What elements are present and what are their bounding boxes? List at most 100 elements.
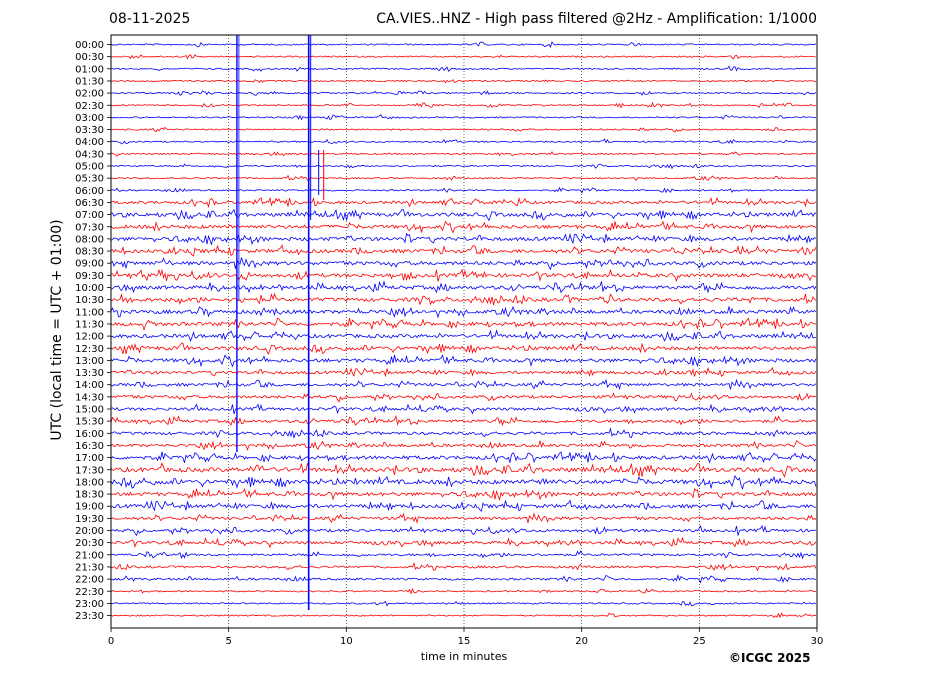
trace-1030	[110, 292, 817, 306]
trace-0030	[110, 53, 817, 60]
y-tick-label: 04:30	[75, 149, 104, 160]
trace-1330	[110, 366, 817, 378]
y-tick-label: 11:30	[75, 319, 104, 330]
trace-0230	[110, 101, 817, 109]
y-tick-label: 21:00	[75, 550, 104, 561]
trace-0530	[110, 174, 817, 182]
y-tick-label: 03:30	[75, 125, 104, 136]
x-tick-label: 0	[108, 636, 114, 647]
y-tick-label: 13:00	[75, 356, 104, 367]
trace-1830	[110, 487, 817, 501]
trace-0000	[110, 41, 817, 49]
trace-0830	[110, 244, 817, 257]
trace-1400	[110, 378, 817, 391]
trace-2030	[110, 536, 817, 549]
chart-date: 08-11-2025	[109, 11, 191, 27]
y-tick-label: 12:30	[75, 344, 104, 355]
trace-1100	[110, 305, 817, 319]
x-tick-label: 5	[225, 636, 231, 647]
trace-1900	[110, 499, 817, 512]
trace-0130	[110, 78, 817, 84]
y-tick-label: 05:00	[75, 162, 104, 173]
y-tick-label: 08:30	[75, 247, 104, 258]
trace-2230	[110, 587, 817, 595]
trace-2300	[110, 600, 817, 607]
y-tick-label: 01:30	[75, 76, 104, 87]
y-tick-label: 18:30	[75, 490, 104, 501]
y-tick-label: 19:30	[75, 514, 104, 525]
trace-1300	[110, 354, 817, 368]
y-tick-label: 08:00	[75, 234, 104, 245]
trace-0930	[110, 268, 817, 283]
y-tick-label: 12:00	[75, 332, 104, 343]
trace-1200	[110, 329, 817, 343]
x-tick-label: 10	[340, 636, 353, 647]
y-tick-label: 03:00	[75, 113, 104, 124]
trace-2200	[110, 574, 817, 584]
y-tick-label: 06:00	[75, 186, 104, 197]
y-tick-label: 18:00	[75, 477, 104, 488]
y-tick-label: 00:30	[75, 52, 104, 63]
y-tick-label: 21:30	[75, 562, 104, 573]
x-tick-label: 25	[693, 636, 706, 647]
x-axis-label: time in minutes	[420, 650, 508, 663]
trace-2330	[110, 612, 817, 619]
y-tick-label: 09:30	[75, 271, 104, 282]
x-tick-label: 30	[811, 636, 824, 647]
y-tick-label: 23:00	[75, 599, 104, 610]
trace-1800	[110, 474, 817, 491]
trace-1130	[110, 317, 817, 332]
y-tick-label: 15:30	[75, 417, 104, 428]
trace-1630	[110, 439, 817, 452]
y-tick-label: 20:30	[75, 538, 104, 549]
y-tick-label: 20:00	[75, 526, 104, 537]
trace-1230	[110, 342, 817, 356]
x-tick-label: 15	[458, 636, 471, 647]
y-tick-label: 06:30	[75, 198, 104, 209]
trace-0400	[110, 138, 817, 145]
y-tick-label: 19:00	[75, 502, 104, 513]
y-tick-label: 11:00	[75, 307, 104, 318]
y-tick-label: 22:30	[75, 587, 104, 598]
trace-0430	[110, 151, 817, 157]
chart-title: CA.VIES..HNZ - High pass filtered @2Hz -…	[376, 11, 817, 27]
y-tick-label: 10:00	[75, 283, 104, 294]
trace-0300	[110, 114, 817, 121]
trace-1000	[110, 280, 817, 294]
y-tick-label: 16:00	[75, 429, 104, 440]
trace-2100	[110, 550, 817, 560]
trace-1730	[110, 462, 817, 478]
trace-1500	[110, 403, 817, 415]
x-tick-label: 20	[575, 636, 588, 647]
y-tick-label: 14:30	[75, 392, 104, 403]
trace-0700	[110, 208, 817, 222]
y-tick-label: 02:00	[75, 89, 104, 100]
y-tick-label: 23:30	[75, 611, 104, 622]
copyright-notice: ©ICGC 2025	[729, 651, 811, 665]
trace-0330	[110, 126, 817, 133]
y-tick-label: 05:30	[75, 174, 104, 185]
y-tick-label: 07:00	[75, 210, 104, 221]
trace-1930	[110, 512, 817, 524]
y-tick-label: 07:30	[75, 222, 104, 233]
trace-1700	[110, 451, 817, 464]
trace-1430	[110, 392, 817, 403]
trace-0500	[110, 163, 817, 170]
y-tick-label: 01:00	[75, 64, 104, 75]
trace-0100	[110, 65, 817, 72]
trace-0600	[110, 186, 817, 194]
y-tick-label: 22:00	[75, 575, 104, 586]
trace-2000	[110, 524, 817, 537]
y-tick-label: 17:30	[75, 465, 104, 476]
trace-0200	[110, 90, 817, 96]
y-tick-label: 17:00	[75, 453, 104, 464]
trace-0800	[110, 232, 817, 246]
y-tick-label: 04:00	[75, 137, 104, 148]
y-tick-label: 00:00	[75, 40, 104, 51]
trace-0730	[110, 220, 817, 234]
y-tick-label: 13:30	[75, 368, 104, 379]
trace-0900	[110, 257, 817, 271]
trace-0630	[110, 196, 817, 209]
trace-2130	[110, 562, 817, 572]
y-tick-label: 10:30	[75, 295, 104, 306]
